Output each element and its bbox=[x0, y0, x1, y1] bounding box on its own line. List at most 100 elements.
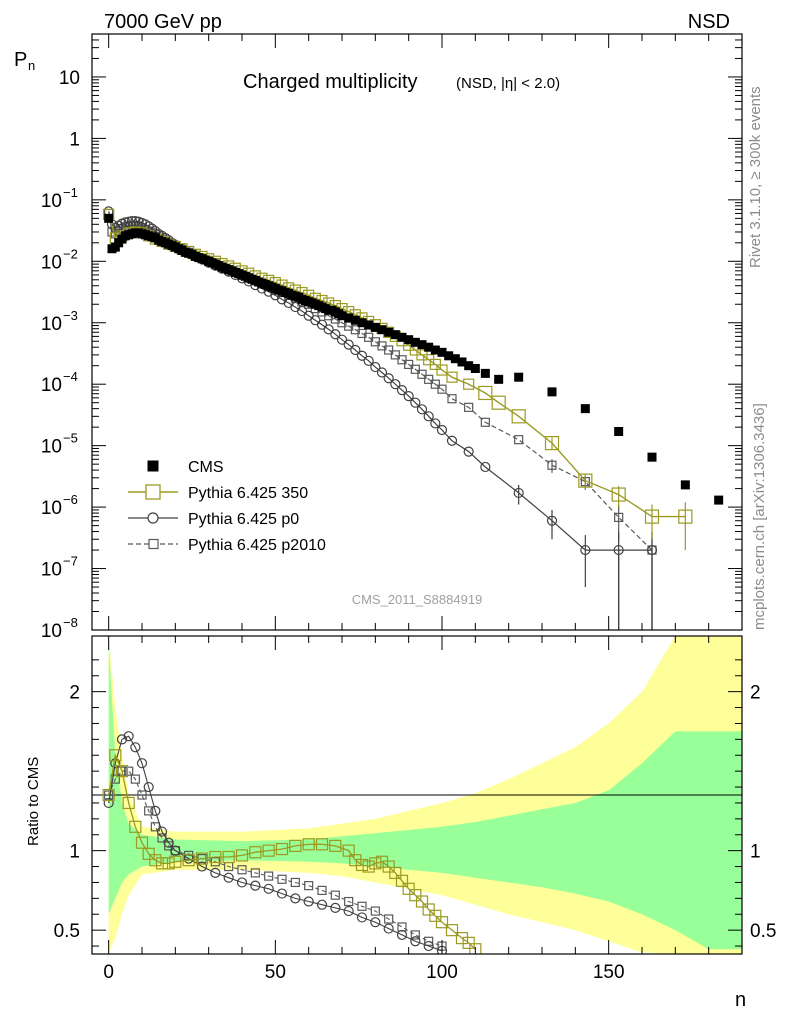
y-tick-label: 10 −7 bbox=[41, 554, 78, 581]
p0-marker bbox=[396, 385, 408, 396]
p2010-marker bbox=[480, 417, 490, 427]
s350-marker bbox=[511, 409, 526, 424]
cms-data-point bbox=[547, 387, 557, 397]
p0-marker bbox=[120, 217, 131, 228]
p0-marker bbox=[463, 446, 474, 457]
cms-data-point bbox=[397, 332, 407, 342]
ratio-s350-marker bbox=[409, 889, 422, 902]
cms-data-point bbox=[337, 311, 347, 321]
ratio-s350-marker bbox=[402, 882, 415, 895]
ratio-p0-marker bbox=[263, 883, 274, 894]
ratio-s350-marker bbox=[142, 847, 155, 860]
y-tick-exponent: −4 bbox=[63, 369, 78, 384]
ratio-s350-marker bbox=[429, 909, 442, 922]
ratio-s350-marker bbox=[342, 844, 355, 857]
ratio-s350-marker bbox=[262, 844, 275, 857]
ratio-s350-marker bbox=[435, 916, 449, 929]
p2010-marker bbox=[547, 460, 557, 470]
cms-data-point bbox=[424, 342, 434, 352]
ratio-p0-marker bbox=[356, 912, 368, 923]
ratio-p0-marker bbox=[370, 917, 381, 928]
process-label: NSD bbox=[688, 11, 730, 33]
ratio-panel-frame bbox=[91, 635, 743, 955]
ratio-s350-marker bbox=[422, 903, 435, 916]
cms-data-point bbox=[430, 345, 440, 355]
ratio-y-tick-label-right: 0.5 bbox=[750, 921, 776, 942]
s350-marker bbox=[611, 487, 626, 502]
p0-marker bbox=[390, 379, 401, 390]
ratio-s350-marker bbox=[155, 857, 169, 870]
cms-data-point bbox=[444, 351, 454, 361]
ratio-band-green bbox=[108, 644, 742, 950]
ratio-p0-marker bbox=[276, 888, 288, 899]
y-tick-exponent: −8 bbox=[63, 615, 78, 630]
y-tick-label: 10 −8 bbox=[41, 615, 78, 642]
ratio-s350-marker bbox=[195, 852, 209, 865]
ratio-p2010-marker bbox=[150, 822, 160, 832]
ratio-s350-marker bbox=[462, 936, 475, 949]
p0-marker bbox=[123, 216, 134, 227]
p0-marker bbox=[423, 411, 434, 422]
p0-marker bbox=[513, 487, 524, 499]
ratio-p0-line bbox=[108, 735, 443, 952]
p2010-marker bbox=[464, 402, 474, 412]
cms-data-point bbox=[614, 426, 624, 436]
ratio-p0-marker bbox=[343, 905, 354, 917]
ratio-p0-marker bbox=[210, 867, 221, 879]
y-tick-label: 10 −5 bbox=[41, 431, 78, 458]
ratio-s350-marker bbox=[135, 836, 149, 849]
ratio-p2010-marker bbox=[124, 766, 134, 776]
legend-p2010-marker bbox=[148, 538, 159, 550]
analysis-id-label: CMS_2011_S8884919 bbox=[352, 592, 483, 607]
cms-data-point bbox=[357, 318, 367, 328]
ratio-s350-marker bbox=[149, 854, 162, 867]
legend-label: Pythia 6.425 p0 bbox=[188, 511, 299, 528]
x-tick-label: 50 bbox=[265, 962, 286, 983]
ratio-p0-marker bbox=[103, 797, 114, 809]
p0-marker bbox=[580, 544, 591, 556]
ratio-p2010-marker bbox=[304, 881, 314, 891]
rivet-version-label: Rivet 3.1.10, ≥ 300k events bbox=[747, 86, 764, 268]
cms-data-point bbox=[437, 347, 447, 357]
p0-marker bbox=[436, 424, 448, 436]
ratio-s350-marker bbox=[389, 866, 402, 880]
ratio-p2010-marker bbox=[370, 906, 380, 916]
p0-marker bbox=[350, 344, 361, 356]
cms-data-point bbox=[384, 327, 394, 337]
s350-marker bbox=[446, 371, 458, 383]
p0-marker bbox=[130, 216, 141, 227]
ratio-p0-marker bbox=[396, 929, 408, 941]
ratio-s350-marker bbox=[415, 895, 429, 908]
s350-marker bbox=[429, 358, 441, 371]
cms-data-point bbox=[514, 372, 524, 382]
p0-marker bbox=[446, 435, 458, 446]
ratio-p2010-marker bbox=[317, 885, 327, 896]
ratio-s350-marker bbox=[115, 765, 129, 778]
ratio-p2010-marker bbox=[357, 901, 367, 911]
cms-data-point bbox=[714, 495, 724, 505]
ratio-s350-marker bbox=[129, 820, 142, 833]
ratio-p2010-marker bbox=[330, 890, 340, 900]
y-tick-exponent: −7 bbox=[63, 554, 78, 569]
p0-marker bbox=[383, 373, 394, 384]
cms-data-point bbox=[104, 213, 114, 223]
cms-data-point bbox=[350, 315, 360, 325]
y-tick-base: 10 bbox=[41, 252, 62, 273]
p0-marker bbox=[416, 404, 428, 415]
y-tick-exponent: −2 bbox=[63, 246, 78, 261]
x-axis-title: n bbox=[735, 989, 746, 1011]
ratio-y-tick-label-right: 2 bbox=[750, 683, 761, 704]
p0-marker bbox=[430, 418, 441, 429]
s350-marker bbox=[436, 364, 448, 376]
y-axis-title-ratio: Ratio to CMS bbox=[25, 757, 42, 846]
s350-marker bbox=[463, 378, 475, 390]
ratio-s350-marker bbox=[302, 838, 315, 851]
ratio-p0-marker bbox=[316, 899, 328, 910]
ratio-p2010-marker bbox=[344, 896, 354, 907]
x-tick-label: 100 bbox=[426, 962, 458, 983]
y-tick-label: 10 bbox=[59, 68, 80, 89]
ratio-p2010-marker bbox=[117, 766, 127, 776]
p0-marker bbox=[336, 334, 348, 345]
ratio-p0-marker bbox=[236, 877, 248, 888]
